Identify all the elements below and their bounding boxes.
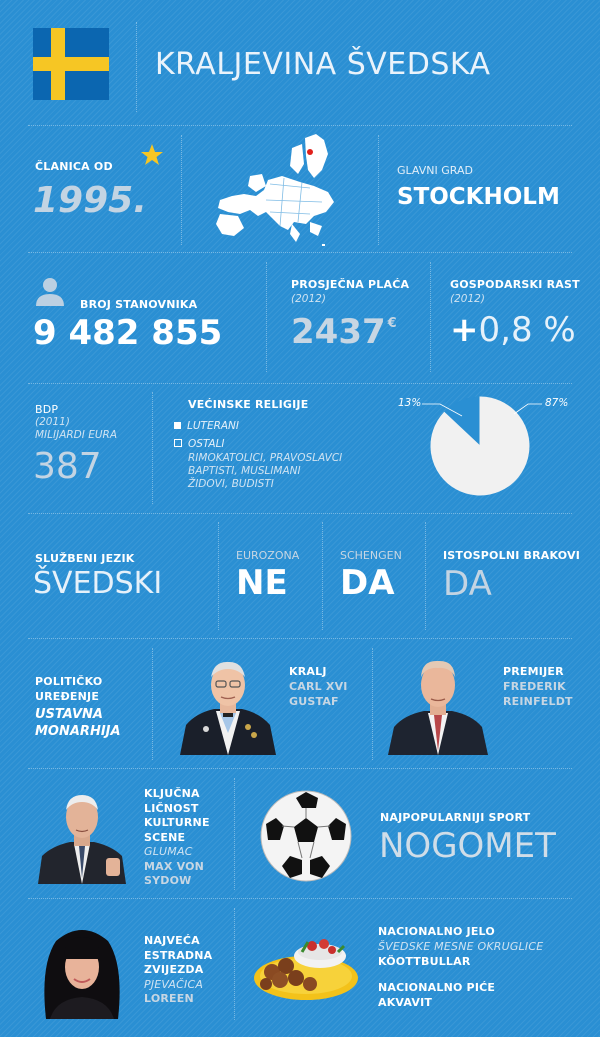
singer-portrait	[36, 925, 128, 1019]
actor-role: GLUMAC	[144, 845, 193, 858]
samesex-value: DA	[443, 564, 492, 604]
culture-info: KLJUČNA LIČNOST KULTURNE SCENE GLUMAC MA…	[144, 787, 210, 889]
actor-name-line: SYDOW	[144, 874, 192, 887]
pm-name-line: REINFELDT	[503, 695, 573, 708]
star-icon	[140, 143, 164, 167]
singer-name: LOREEN	[144, 992, 194, 1005]
actor-name-line: MAX VON	[144, 859, 205, 873]
currency-unit: €	[387, 316, 397, 331]
salary-label: PROSJEČNA PLAĆA	[291, 278, 410, 291]
others-detail-line: BAPTISTI, MUSLIMANI	[188, 465, 301, 477]
population-value: 9 482 855	[33, 313, 223, 353]
gdp-unit: MILIJARDI EURA	[35, 429, 117, 441]
drink-name: AKVAVIT	[378, 996, 433, 1009]
member-year: 1995.	[33, 180, 147, 221]
culture-line: KULTURNE	[144, 816, 210, 829]
samesex-label: ISTOSPOLNI BRAKOVI	[443, 549, 581, 562]
pie-label-right: 87%	[545, 397, 569, 409]
soccer-ball-icon	[258, 788, 354, 884]
pm-name-line: FREDERIK	[503, 680, 566, 693]
gdp-value: 387	[33, 446, 102, 487]
page-title: KRALJEVINA ŠVEDSKA	[155, 47, 491, 82]
salary-value: 2437 €	[291, 312, 397, 352]
eurozone-label: EUROZONA	[236, 549, 300, 562]
culture-line: KLJUČNA	[144, 787, 200, 800]
others-detail: RIMOKATOLICI, PRAVOSLAVCI BAPTISTI, MUSL…	[188, 452, 342, 491]
population-label: BROJ STANOVNIKA	[80, 298, 198, 311]
music-line: ESTRADNA	[144, 948, 213, 962]
politics-label: POLITIČKO UREĐENJE	[35, 674, 102, 704]
king-name-line: CARL XVI	[289, 680, 348, 693]
pie-slice-luterani	[430, 396, 530, 496]
capital-label: GLAVNI GRAD	[397, 164, 473, 177]
sport-value: NOGOMET	[379, 826, 556, 866]
person-icon	[33, 278, 67, 306]
sport-label: NAJPOPULARNIJI SPORT	[380, 811, 531, 824]
politics-value-line: USTAVNA	[35, 707, 103, 722]
dish-name: KÖOTTBULLAR	[378, 955, 471, 968]
politics-value-line: MONARHIJA	[35, 724, 121, 739]
drink-info: NACIONALNO PIĆE AKVAVIT	[378, 980, 495, 1010]
legend-lutherans: LUTERANI	[174, 420, 239, 432]
language-label: SLUŽBENI JEZIK	[35, 552, 135, 565]
drink-label: NACIONALNO PIĆE	[378, 981, 496, 994]
culture-line: SCENE	[144, 830, 186, 844]
legend-label-others: OSTALI	[188, 438, 225, 450]
eurozone-value: NE	[236, 563, 288, 603]
singer-role: PJEVAČICA	[144, 977, 204, 991]
religion-pie-chart	[410, 386, 550, 506]
growth-value: +0,8 %	[450, 310, 576, 350]
legend-swatch-empty	[174, 439, 182, 447]
culture-line: LIČNOST	[144, 801, 199, 815]
dish-label: NACIONALNO JELO	[378, 925, 495, 938]
schengen-value: DA	[340, 563, 395, 603]
gdp-year: (2011)	[35, 416, 70, 428]
politics-label-line: UREĐENJE	[35, 690, 100, 703]
others-detail-line: ŽIDOVI, BUDISTI	[188, 478, 274, 490]
politics-label-line: POLITIČKO	[35, 675, 103, 688]
music-line: ZVIJEZDA	[144, 963, 204, 976]
king-title: KRALJ	[289, 665, 327, 678]
food-info: NACIONALNO JELO ŠVEDSKE MESNE OKRUGLICE …	[378, 924, 543, 969]
growth-sign: +	[450, 310, 479, 350]
others-detail-line: RIMOKATOLICI, PRAVOSLAVCI	[188, 452, 343, 464]
growth-year: (2012)	[450, 293, 485, 305]
salary-year: (2012)	[291, 293, 326, 305]
pm-title: PREMIJER	[503, 665, 564, 678]
schengen-label: SCHENGEN	[340, 549, 402, 562]
pie-label-left: 13%	[398, 397, 422, 409]
gdp-label: BDP	[35, 403, 59, 416]
music-info: NAJVEĆA ESTRADNA ZVIJEZDA PJEVAČICA LORE…	[144, 934, 212, 1007]
pm-portrait	[386, 655, 490, 755]
music-line: NAJVEĆA	[144, 934, 200, 947]
legend-others: OSTALI	[174, 438, 225, 450]
eu-map-icon	[210, 130, 360, 250]
king-portrait	[176, 655, 280, 755]
pm-info: PREMIJER FREDERIK REINFELDT	[503, 664, 573, 709]
growth-number: 0,8 %	[478, 310, 576, 350]
salary-amount: 2437	[291, 312, 386, 352]
religion-title: VEĆINSKE RELIGIJE	[188, 398, 309, 411]
legend-label-lutherans: LUTERANI	[187, 420, 240, 432]
pie-leader-left	[422, 403, 463, 417]
politics-value: USTAVNA MONARHIJA	[35, 706, 121, 740]
member-since-label: ČLANICA OD	[35, 160, 113, 173]
meatball-plate-icon	[250, 928, 362, 1004]
dish-desc: ŠVEDSKE MESNE OKRUGLICE	[378, 940, 544, 953]
capital-name: STOCKHOLM	[397, 184, 560, 210]
legend-swatch-filled	[174, 422, 181, 429]
growth-label: GOSPODARSKI RAST	[450, 278, 580, 291]
language-value: ŠVEDSKI	[33, 566, 163, 601]
king-info: KRALJ CARL XVI GUSTAF	[289, 664, 348, 709]
actor-portrait	[36, 790, 128, 884]
king-name-line: GUSTAF	[289, 695, 339, 708]
sweden-flag-icon	[33, 28, 109, 100]
pie-leader-right	[513, 403, 542, 415]
